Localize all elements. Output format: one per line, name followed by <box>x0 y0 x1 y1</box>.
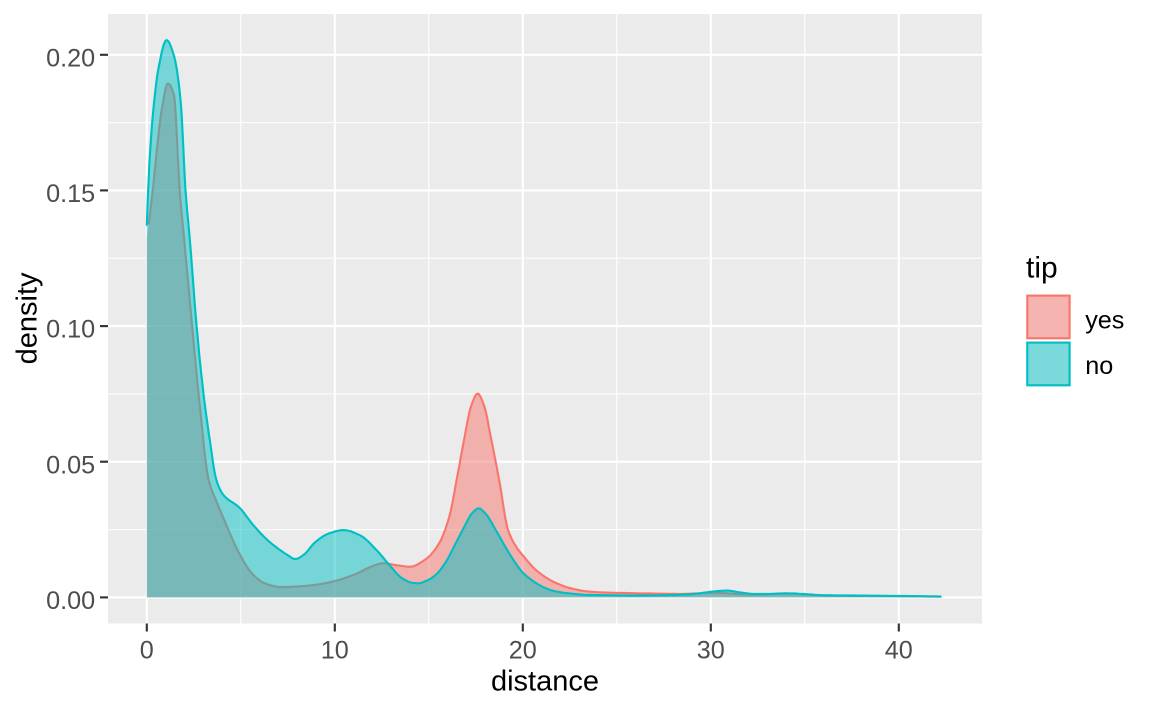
svg-text:40: 40 <box>885 637 913 665</box>
svg-text:no: no <box>1085 352 1113 380</box>
svg-text:tip: tip <box>1026 252 1058 285</box>
svg-text:density: density <box>12 272 44 364</box>
svg-text:30: 30 <box>697 637 725 665</box>
svg-text:0.05: 0.05 <box>46 451 95 479</box>
svg-text:20: 20 <box>509 637 537 665</box>
svg-text:distance: distance <box>491 666 599 698</box>
svg-text:0: 0 <box>140 637 154 665</box>
svg-text:10: 10 <box>321 637 349 665</box>
svg-text:0.00: 0.00 <box>46 587 95 615</box>
svg-text:yes: yes <box>1085 306 1124 334</box>
svg-text:0.10: 0.10 <box>46 316 95 344</box>
svg-text:0.20: 0.20 <box>46 44 95 72</box>
svg-text:0.15: 0.15 <box>46 180 95 208</box>
